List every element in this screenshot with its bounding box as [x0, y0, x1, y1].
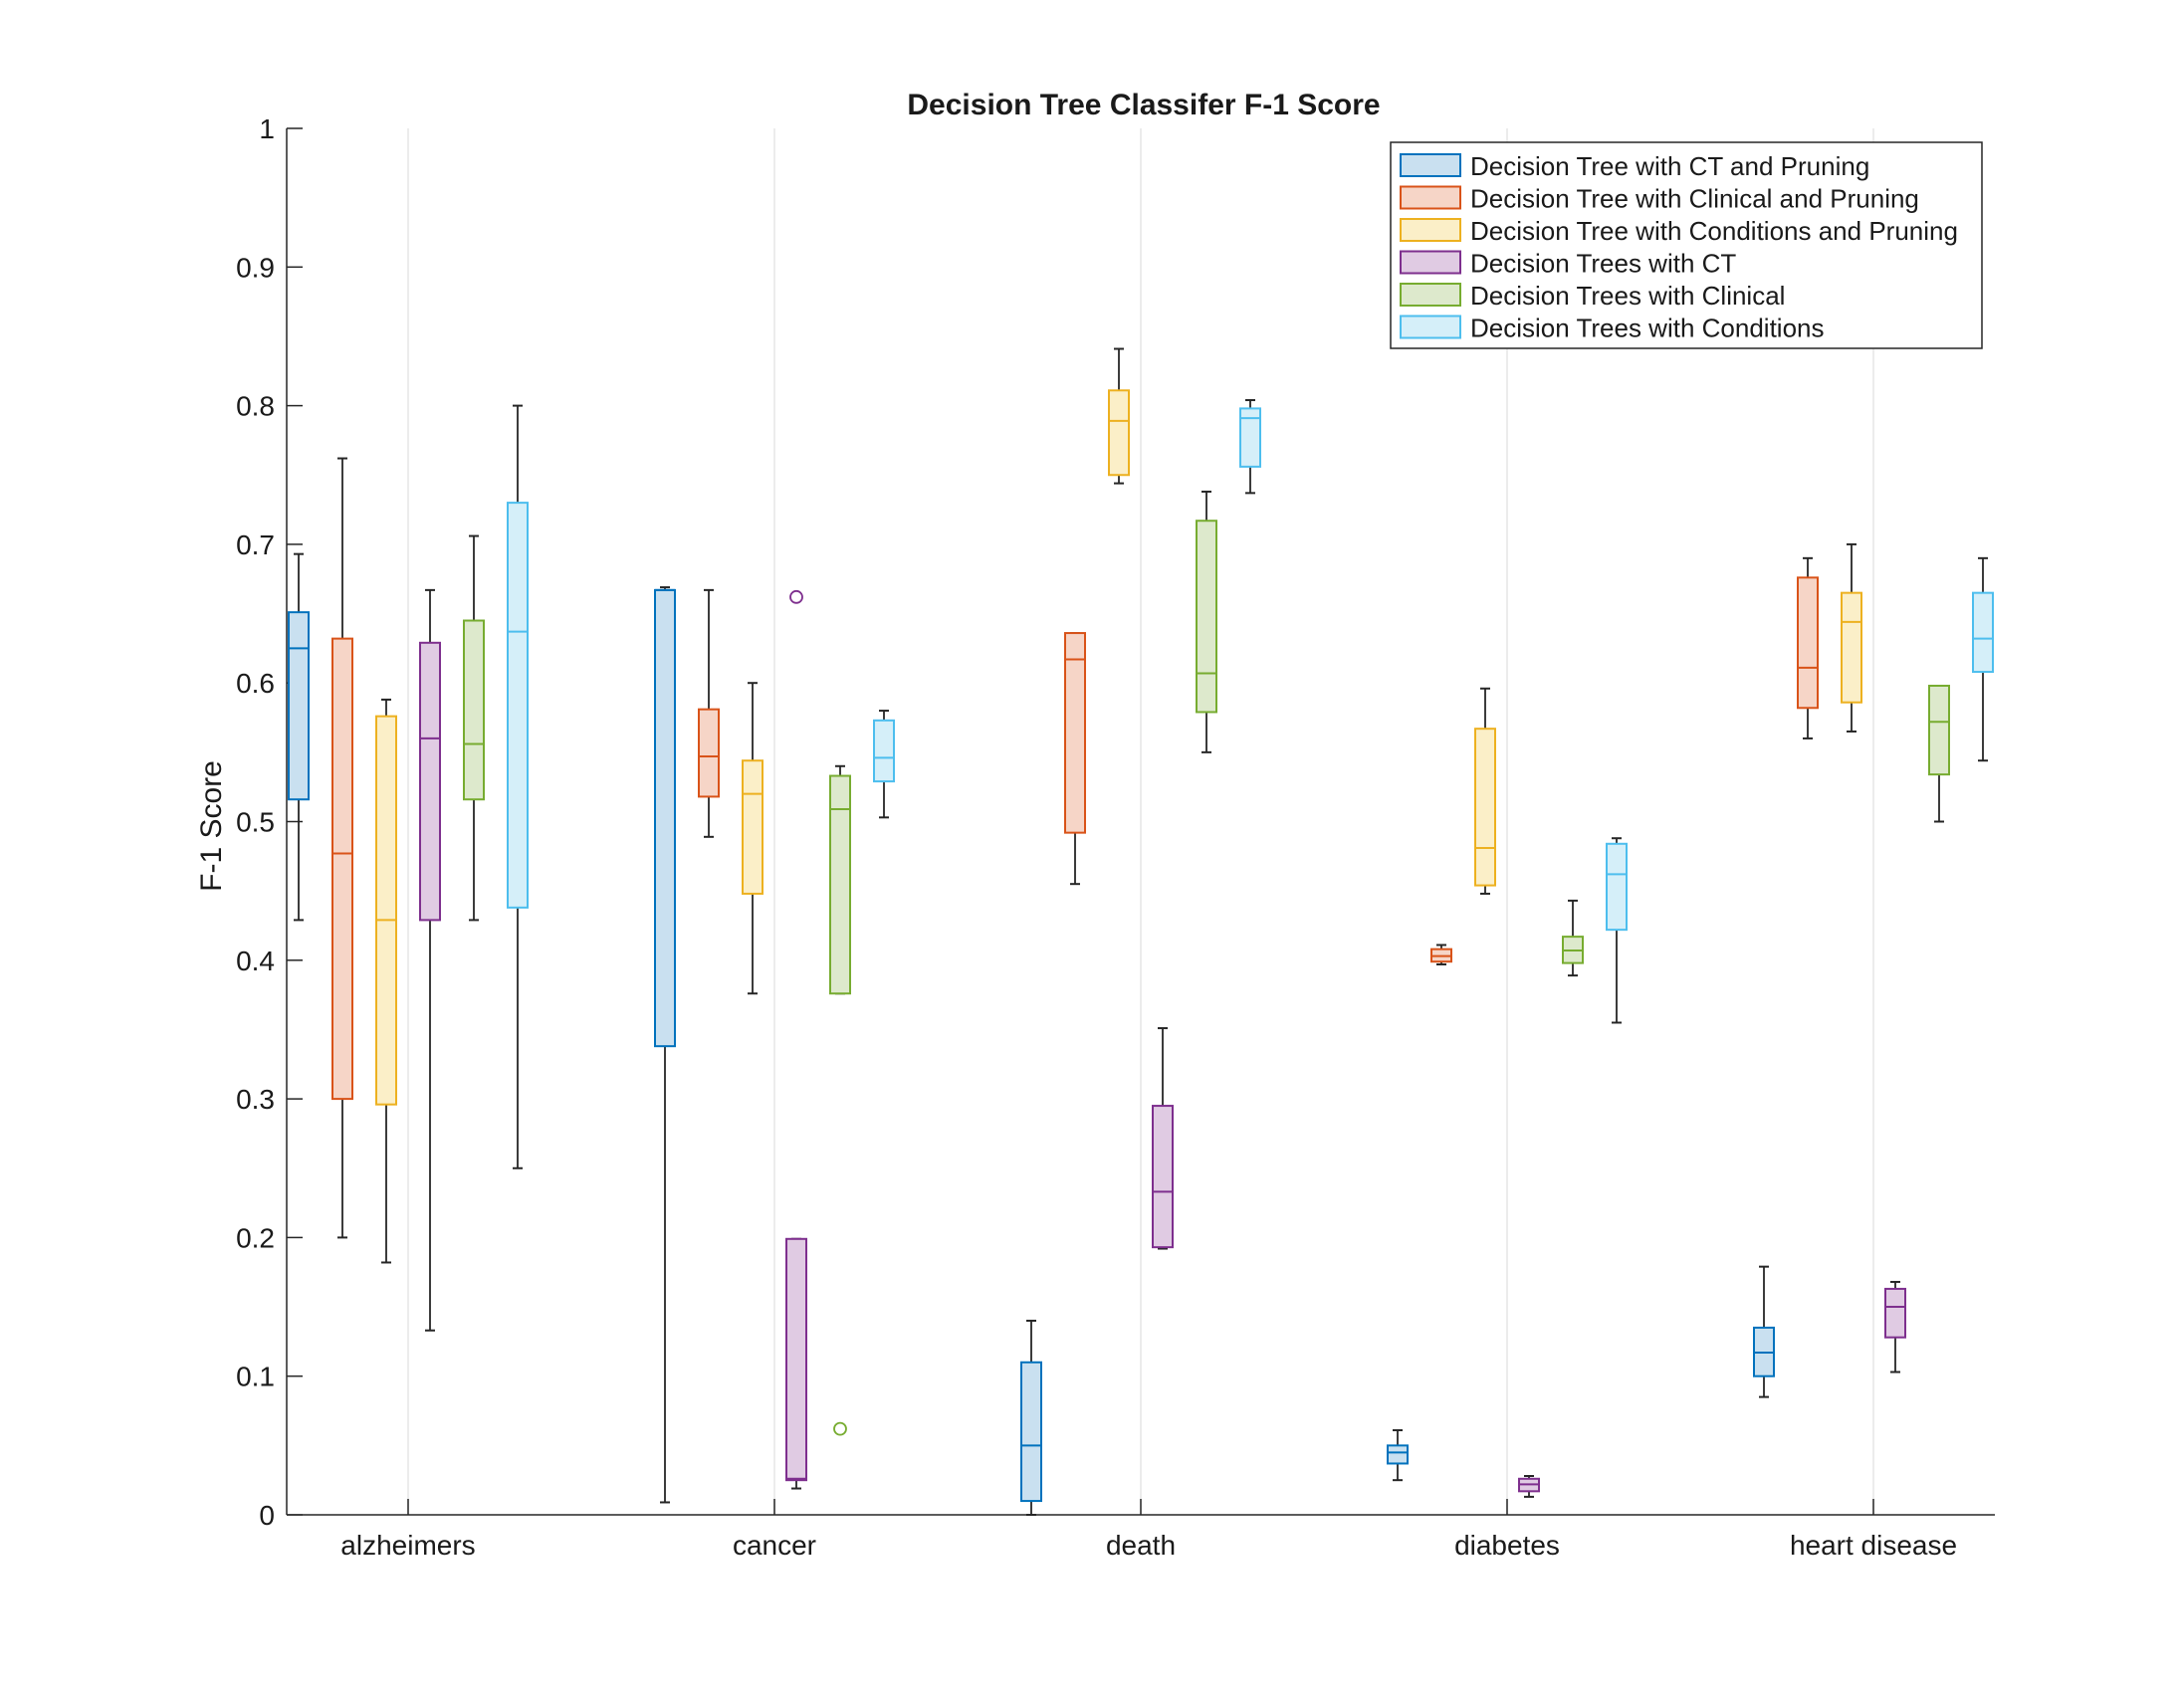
box-3-death [1108, 347, 1130, 485]
box-3-heart-disease [1841, 542, 1862, 733]
box-body [1972, 591, 1994, 674]
x-tick-label: heart disease [1790, 1530, 1957, 1561]
box-body [1606, 842, 1628, 932]
box-4-heart-disease [1884, 1280, 1906, 1373]
box-body [507, 502, 529, 909]
box-6-death [1239, 399, 1261, 495]
legend-swatch [1400, 185, 1461, 210]
legend-label: Decision Tree with CT and Pruning [1470, 151, 1869, 181]
legend-swatch [1400, 250, 1461, 275]
legend: Decision Tree with CT and PruningDecisio… [1390, 141, 1983, 349]
y-tick-label: 0.5 [236, 807, 275, 838]
box-body [829, 774, 851, 995]
box-body [375, 715, 397, 1106]
box-body [1064, 632, 1086, 834]
x-tick-label: cancer [733, 1530, 816, 1561]
box-2-heart-disease [1797, 556, 1819, 739]
box-4-death [1152, 1027, 1174, 1250]
box-body [1474, 728, 1496, 887]
box-body [1020, 1361, 1042, 1503]
box-body [1239, 407, 1261, 468]
box-6-cancer [873, 710, 895, 819]
outlier-point [833, 1421, 847, 1436]
box-5-cancer [829, 764, 851, 1436]
axes-layer: 0 0.1 0.2 0.3 0.4 0.5 0.6 0.7 0.8 0.9 1 alzheimers c… [236, 113, 1995, 1561]
y-tick-label: 0.3 [236, 1084, 275, 1115]
box-2-alzheimers [331, 457, 353, 1239]
box-body [1928, 684, 1950, 776]
legend-label: Decision Tree with Conditions and Prunin… [1470, 216, 1958, 246]
y-axis-label: F-1 Score [195, 760, 228, 892]
legend-box [1390, 141, 1983, 349]
box-1-death [1020, 1319, 1042, 1516]
y-tick-label: 0.1 [236, 1362, 275, 1392]
box-1-cancer [654, 586, 676, 1504]
box-2-death [1064, 632, 1086, 886]
box-body [873, 719, 895, 783]
box-2-cancer [698, 588, 720, 838]
box-1-alzheimers [288, 552, 310, 922]
boxes-layer [288, 347, 1994, 1516]
legend-label: Decision Trees with Conditions [1470, 314, 1825, 343]
legend-swatch [1400, 315, 1461, 339]
box-body [1152, 1105, 1174, 1249]
chart-title: Decision Tree Classifer F-1 Score [907, 89, 1380, 121]
grid-layer [407, 128, 1874, 1515]
y-tick-label: 0.4 [236, 946, 275, 976]
box-4-alzheimers [419, 588, 441, 1332]
box-body [1884, 1287, 1906, 1339]
x-tick-label: death [1106, 1530, 1176, 1561]
box-2-diabetes [1430, 944, 1452, 965]
box-body [698, 708, 720, 798]
outlier-point [789, 589, 803, 604]
y-tick-label: 0.6 [236, 668, 275, 699]
y-tick-label: 0.8 [236, 391, 275, 422]
box-body [1797, 576, 1819, 710]
box-6-heart-disease [1972, 556, 1994, 762]
box-5-heart-disease [1928, 684, 1950, 823]
y-tick-label: 0.2 [236, 1222, 275, 1253]
box-4-diabetes [1518, 1474, 1540, 1498]
box-1-diabetes [1387, 1429, 1409, 1482]
box-6-diabetes [1606, 837, 1628, 1024]
box-body [288, 611, 310, 801]
box-5-alzheimers [463, 534, 485, 922]
x-tick-label: diabetes [1454, 1530, 1560, 1561]
box-body [419, 641, 441, 922]
legend-label: Decision Trees with Clinical [1470, 281, 1785, 311]
legend-label: Decision Trees with CT [1470, 249, 1736, 279]
box-body [1196, 520, 1217, 714]
x-tick-label: alzheimers [340, 1530, 475, 1561]
box-6-alzheimers [507, 404, 529, 1169]
y-tick-label: 0.9 [236, 252, 275, 283]
box-body [785, 1237, 807, 1482]
legend-label: Decision Tree with Clinical and Pruning [1470, 184, 1919, 214]
box-5-death [1196, 490, 1217, 753]
box-body [1841, 591, 1862, 704]
box-1-heart-disease [1753, 1265, 1775, 1398]
box-body [331, 637, 353, 1101]
y-tick-label: 0 [259, 1500, 275, 1531]
legend-swatch [1400, 218, 1461, 242]
box-body [742, 759, 764, 895]
y-tick-label: 0.7 [236, 529, 275, 560]
legend-swatch [1400, 283, 1461, 307]
legend-swatch [1400, 153, 1461, 177]
box-3-cancer [742, 682, 764, 995]
box-3-alzheimers [375, 698, 397, 1264]
box-body [654, 588, 676, 1048]
box-3-diabetes [1474, 687, 1496, 895]
box-body [1108, 389, 1130, 477]
box-body [1387, 1444, 1409, 1465]
box-4-cancer [785, 589, 807, 1490]
box-5-diabetes [1562, 899, 1584, 977]
box-body [463, 619, 485, 801]
y-tick-label: 1 [259, 113, 275, 144]
